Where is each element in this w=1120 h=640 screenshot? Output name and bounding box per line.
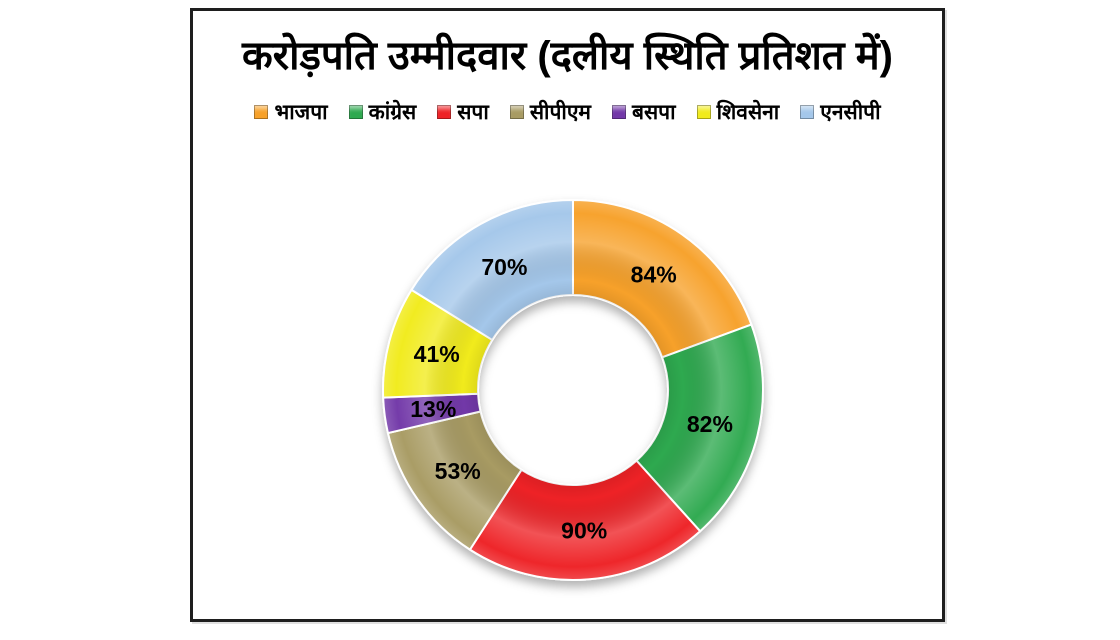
legend-item-ncp: एनसीपी [800,98,881,126]
slice-label-bsp: 13% [410,396,456,422]
legend-label-shivsena: शिवसेना [716,101,780,124]
legend-swatch-sp [437,105,452,119]
legend-swatch-bsp [612,105,626,119]
slice-label-bjp: 84% [631,261,677,287]
legend-label-bjp: भाजपा [274,101,328,124]
slice-label-congress: 82% [687,411,733,437]
legend-swatch-cpm [509,105,524,119]
donut-chart: 84% 82% 90% 53% 13% 41% 70% [382,199,765,581]
slice-label-sp: 90% [561,518,607,544]
legend-swatch-bjp [254,105,269,119]
legend-label-ncp: एनसीपी [820,101,881,124]
legend-item-bjp: भाजपा [254,98,328,126]
legend: भाजपा कांग्रेस सपा सीपीएम बसपा शिवसेना एनसीपी [193,95,942,129]
legend-label-cpm: सीपीएम [529,101,591,124]
donut-labels: 84% 82% 90% 53% 13% 41% 70% [410,254,733,544]
legend-item-sp: सपा [437,98,489,126]
legend-swatch-congress [348,105,363,119]
legend-swatch-ncp [800,105,815,119]
legend-label-sp: सपा [457,101,489,124]
chart-title: करोड़पति उम्मीदवार (दलीय स्थिति प्रतिशत … [242,34,893,78]
legend-label-bsp: बसपा [632,101,676,124]
slice-label-ncp: 70% [481,254,527,280]
slice-label-shivsena: 41% [414,341,460,367]
slice-label-cpm: 53% [435,458,481,484]
chart-panel: करोड़पति उम्मीदवार (दलीय स्थिति प्रतिशत … [190,8,945,622]
legend-item-bsp: बसपा [612,98,676,126]
legend-swatch-shivsena [696,105,711,119]
legend-label-congress: कांग्रेस [368,101,417,124]
legend-item-shivsena: शिवसेना [696,98,780,126]
legend-item-congress: कांग्रेस [348,98,417,126]
legend-item-cpm: सीपीएम [509,98,591,126]
